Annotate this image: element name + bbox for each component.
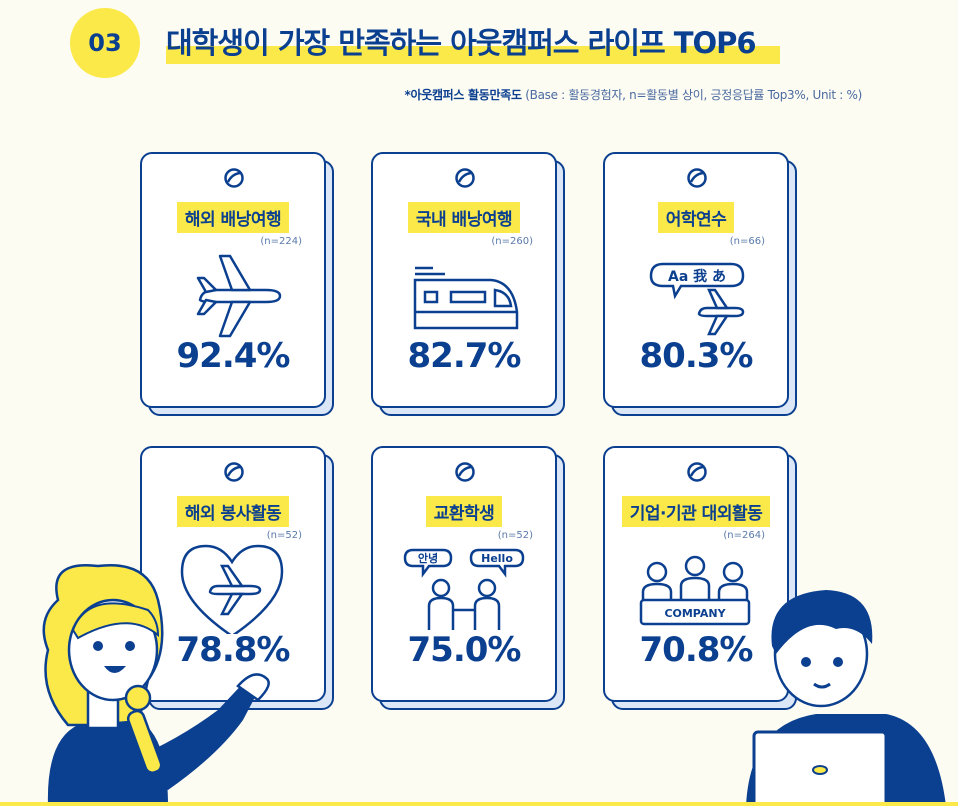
note-bold: *아웃캠퍼스 활동만족도 (404, 88, 522, 102)
heart-airplane-icon (142, 544, 323, 638)
svg-text:Hello: Hello (481, 552, 513, 565)
value-label: 92.4% (176, 336, 291, 376)
svg-text:안녕: 안녕 (418, 551, 438, 565)
category-label: 해외 배낭여행 (176, 202, 290, 233)
meeting-table-icon: COMPANY (605, 544, 786, 634)
stat-card: 교환학생 (n=52) 안녕 Hello 75.0% (371, 446, 557, 702)
stat-card: 해외 배낭여행 (n=224) 92.4% (140, 152, 326, 408)
pin-icon (687, 168, 707, 192)
woman-with-microphone-illustration (42, 563, 270, 806)
svg-text:COMPANY: COMPANY (664, 607, 726, 620)
pin-icon (455, 168, 475, 192)
pin-icon (455, 462, 475, 486)
pin-icon (687, 462, 707, 486)
category-label: 국내 배낭여행 (407, 202, 521, 233)
value-label: 70.8% (639, 630, 754, 670)
sample-size: (n=66) (729, 236, 765, 247)
section-number-badge: 03 (70, 8, 140, 78)
category-label: 해외 봉사활동 (176, 496, 290, 527)
sample-size: (n=224) (260, 236, 302, 247)
note-rest: (Base : 활동경험자, n=활동별 상이, 긍정응답률 Top3%, Un… (521, 88, 862, 102)
bottom-accent-line (0, 802, 958, 806)
stat-card: 해외 봉사활동 (n=52) 78.8% (140, 446, 326, 702)
svg-text:Aa 我 あ: Aa 我 あ (668, 269, 726, 285)
category-label: 기업·기관 대외활동 (621, 496, 771, 527)
sample-size: (n=52) (266, 530, 302, 541)
value-label: 78.8% (176, 630, 291, 670)
source-note: *아웃캠퍼스 활동만족도 (Base : 활동경험자, n=활동별 상이, 긍정… (404, 86, 862, 103)
handshake-icon: 안녕 Hello (373, 544, 554, 634)
stat-card: 어학연수 (n=66) Aa 我 あ 80.3% (603, 152, 789, 408)
sample-size: (n=52) (497, 530, 533, 541)
value-label: 75.0% (407, 630, 522, 670)
pin-icon (224, 462, 244, 486)
section-number: 03 (88, 29, 122, 57)
sample-size: (n=260) (491, 236, 533, 247)
value-label: 82.7% (407, 336, 522, 376)
page-title: 대학생이 가장 만족하는 아웃캠퍼스 라이프 TOP6 (166, 26, 757, 60)
airplane-icon (142, 250, 323, 340)
train-icon (373, 250, 554, 340)
title-highlight (166, 46, 780, 64)
category-label: 어학연수 (657, 202, 735, 233)
title-block: 대학생이 가장 만족하는 아웃캠퍼스 라이프 TOP6 (166, 20, 780, 64)
man-with-laptop-illustration (746, 590, 946, 806)
speech-airplane-icon: Aa 我 あ (605, 250, 786, 340)
category-label: 교환학생 (425, 496, 503, 527)
value-label: 80.3% (639, 336, 754, 376)
sample-size: (n=264) (723, 530, 765, 541)
stat-card: 기업·기관 대외활동 (n=264) COMPANY 70.8% (603, 446, 789, 702)
stat-card: 국내 배낭여행 (n=260) 82.7% (371, 152, 557, 408)
pin-icon (224, 168, 244, 192)
